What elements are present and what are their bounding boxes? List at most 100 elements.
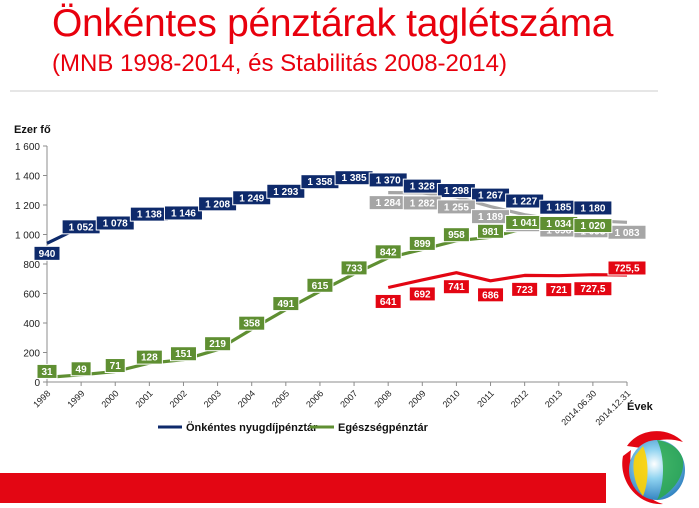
data-label-text: 1 052 (69, 222, 94, 233)
data-label: 1 078 (95, 215, 135, 231)
data-label: 981 (477, 223, 505, 239)
data-label-text: 1 284 (376, 198, 401, 209)
x-tick-label: 2010 (441, 388, 462, 409)
data-label-text: 1 189 (478, 212, 503, 223)
data-label: 958 (442, 227, 470, 243)
data-label-text: 1 249 (239, 193, 264, 204)
data-label: 1 034 (539, 215, 579, 231)
x-tick-label: 2014.06.30 (559, 388, 598, 427)
data-label: 1 138 (129, 206, 169, 222)
data-label: 1 284 (368, 195, 408, 211)
data-label-text: 1 358 (307, 177, 332, 188)
data-label-box (104, 358, 126, 374)
data-label-text: 641 (380, 297, 397, 308)
y-tick-label: 1 400 (15, 172, 40, 183)
data-label-text: 727,5 (580, 284, 605, 295)
data-label: 721 (545, 282, 573, 298)
data-label: 1 041 (505, 214, 545, 230)
data-label-text: 723 (516, 285, 533, 296)
data-label: 1 052 (61, 219, 101, 235)
y-tick-label: 600 (23, 290, 40, 301)
data-label-box (95, 215, 135, 231)
data-label-text: 1 146 (171, 208, 196, 219)
y-tick-label: 400 (23, 319, 40, 330)
data-label: 1 208 (198, 196, 238, 212)
data-label-text: 958 (448, 230, 465, 241)
data-label: 1 282 (402, 195, 442, 211)
data-label: 1 227 (505, 193, 545, 209)
data-label: 1 180 (573, 200, 613, 216)
data-label: 1 385 (334, 170, 374, 186)
data-label: 899 (408, 235, 436, 251)
data-label: 692 (408, 286, 436, 302)
data-label-box (436, 199, 476, 215)
data-label-text: 940 (39, 249, 56, 260)
data-label-text: 1 041 (512, 218, 537, 229)
data-label-text: 1 298 (444, 186, 469, 197)
data-label: 1 249 (232, 190, 272, 206)
data-label-text: 1 083 (614, 228, 639, 239)
data-label-box (169, 346, 197, 362)
data-label: 723 (511, 281, 539, 297)
data-label-box (374, 244, 402, 260)
data-label-text: 1 328 (410, 182, 435, 193)
data-label-box (204, 336, 232, 352)
data-label: 1 298 (436, 183, 476, 199)
data-label-text: 31 (41, 367, 53, 378)
data-label: 491 (272, 296, 300, 312)
y-axis-title: Ezer fő (14, 124, 51, 136)
data-label-text: 1 227 (512, 197, 537, 208)
data-label-box (70, 361, 92, 377)
y-tick-label: 0 (34, 378, 40, 389)
data-label: 1 146 (163, 205, 203, 221)
data-label-text: 1 180 (580, 203, 605, 214)
data-label-text: 49 (76, 364, 88, 375)
footer-bar (0, 473, 606, 503)
data-label: 641 (374, 293, 402, 309)
series-line-3 (46, 226, 593, 379)
data-label: 1 083 (607, 224, 647, 240)
data-label-box (135, 349, 163, 365)
slide-title: Önkéntes pénztárak taglétszáma (52, 2, 614, 45)
data-label-box (545, 282, 573, 298)
data-label-text: 615 (312, 281, 329, 292)
data-label: 1 020 (573, 218, 613, 234)
data-label: 686 (477, 287, 505, 303)
data-label: 727,5 (573, 281, 613, 297)
data-label-box (573, 218, 613, 234)
data-label-box (573, 281, 613, 297)
data-label: 151 (169, 346, 197, 362)
data-label-text: 219 (209, 339, 226, 350)
y-tick-label: 800 (23, 260, 40, 271)
series-line-4 (387, 271, 628, 290)
data-label: 31 (36, 363, 58, 379)
slide-subtitle: (MNB 1998-2014, és Stabilitás 2008-2014) (52, 50, 507, 77)
data-label-text: 71 (110, 361, 122, 372)
data-label-text: 1 208 (205, 199, 230, 210)
data-label-box (340, 260, 368, 276)
y-tick-label: 200 (23, 349, 40, 360)
data-label-text: 741 (448, 282, 465, 293)
y-tick-label: 1 000 (15, 231, 40, 242)
x-tick-label: 2004 (236, 388, 257, 409)
data-label-box (408, 235, 436, 251)
data-label-box (163, 205, 203, 221)
data-label-text: 1 282 (410, 198, 435, 209)
data-label: 615 (306, 277, 334, 293)
data-label: 1 185 (539, 199, 579, 215)
data-label-box (238, 315, 266, 331)
x-tick-label: 2008 (372, 388, 393, 409)
data-label-text: 842 (380, 247, 397, 258)
legend-label: Önkéntes nyugdíjpénztár (186, 421, 318, 434)
x-tick-label: 1998 (31, 388, 52, 409)
data-label-box (272, 296, 300, 312)
data-label: 1 293 (266, 183, 306, 199)
data-label-box (36, 363, 58, 379)
data-label-text: 721 (550, 285, 567, 296)
data-label: 725,5 (607, 260, 647, 276)
data-label-box (607, 260, 647, 276)
x-axis-title: Évek (627, 400, 654, 413)
data-label-box (477, 223, 505, 239)
data-label-box (511, 281, 539, 297)
